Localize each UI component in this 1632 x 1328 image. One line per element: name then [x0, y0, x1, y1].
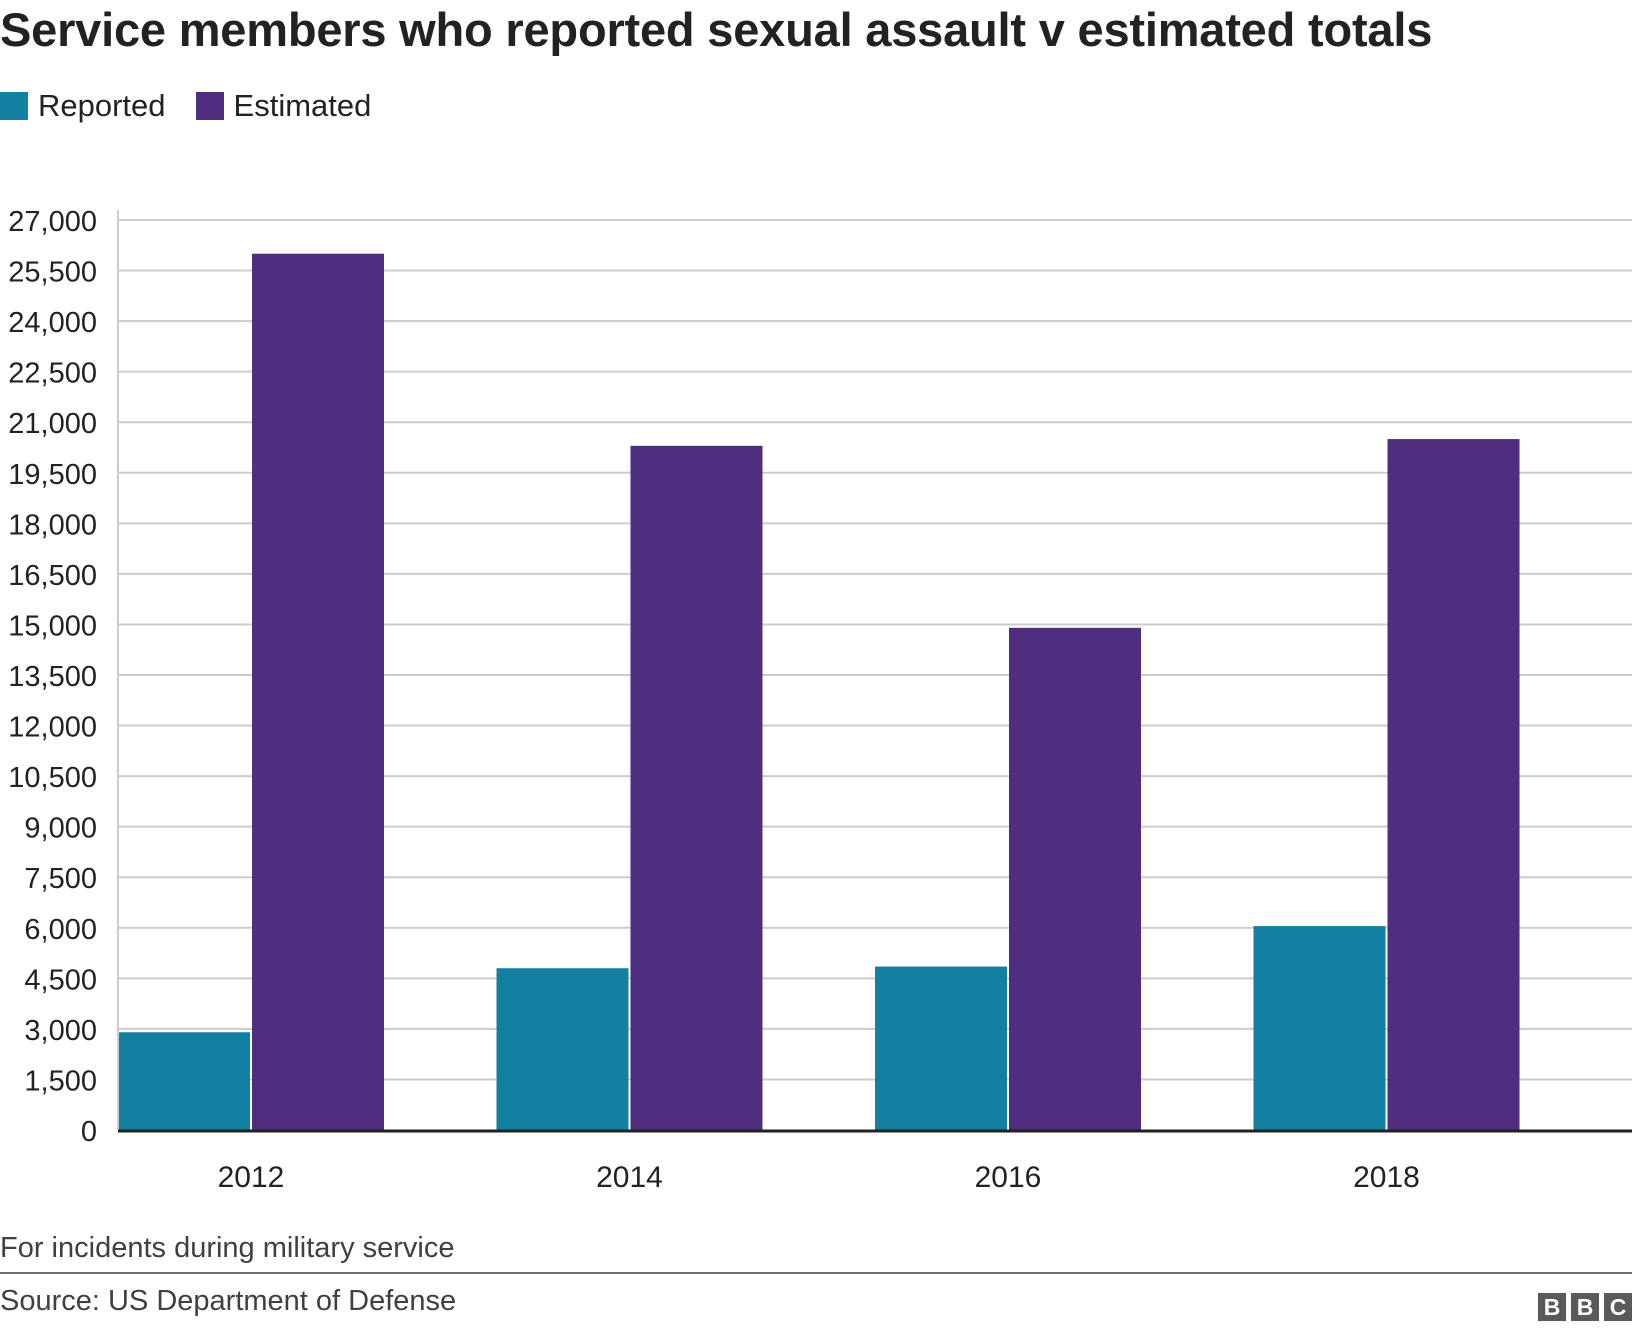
- legend-item-estimated: Estimated: [195, 88, 372, 124]
- legend-label-reported: Reported: [38, 88, 166, 123]
- y-tick-label: 19,500: [8, 459, 97, 491]
- y-axis-ticks: 0 1,500 3,000 4,500 6,000 7,500 9,000 10,500 12,…: [8, 206, 97, 1148]
- y-tick-label: 21,000: [8, 408, 97, 440]
- y-tick-label: 4,500: [24, 964, 97, 996]
- y-tick-label: 9,000: [24, 813, 97, 845]
- bar-reported-2014: [496, 968, 629, 1130]
- x-tick-label: 2018: [1353, 1161, 1420, 1190]
- chart-title: Service members who reported sexual assa…: [0, 3, 1433, 56]
- y-tick-label: 10,500: [8, 762, 97, 794]
- chart-legend: Reported Estimated: [0, 88, 401, 124]
- footer-divider: [0, 1272, 1632, 1274]
- bbc-logo: B B C: [1533, 1293, 1632, 1321]
- bar-estimated-2014: [630, 445, 763, 1130]
- logo-letter-c: C: [1604, 1293, 1632, 1321]
- x-tick-label: 2014: [596, 1161, 663, 1190]
- y-tick-label: 15,000: [8, 610, 97, 642]
- y-tick-label: 1,500: [24, 1065, 97, 1097]
- y-tick-label: 13,500: [8, 661, 97, 693]
- bar-estimated-2018: [1387, 439, 1520, 1130]
- y-tick-label: 27,000: [8, 206, 97, 238]
- bars: [118, 253, 1520, 1130]
- bar-estimated-2012: [252, 253, 384, 1130]
- y-tick-label: 12,000: [8, 712, 97, 744]
- y-tick-label: 3,000: [24, 1015, 97, 1047]
- x-axis-ticks: 2012 2014 2016 2018: [218, 1161, 1420, 1190]
- logo-letter-b2: B: [1571, 1293, 1599, 1321]
- y-tick-label: 22,500: [8, 358, 97, 390]
- legend-item-reported: Reported: [0, 88, 166, 124]
- legend-swatch-reported: [0, 92, 28, 120]
- y-tick-label: 7,500: [24, 863, 97, 895]
- x-tick-label: 2012: [218, 1161, 285, 1190]
- legend-swatch-estimated: [195, 92, 224, 120]
- y-tick-label: 0: [81, 1116, 97, 1148]
- bar-chart: 0 1,500 3,000 4,500 6,000 7,500 9,000 10,500 12,…: [8, 206, 1632, 1190]
- bar-reported-2018: [1253, 926, 1386, 1130]
- logo-letter-b1: B: [1538, 1293, 1566, 1321]
- source-text: Source: US Department of Defense: [0, 1285, 457, 1317]
- legend-label-estimated: Estimated: [233, 88, 372, 123]
- bar-reported-2012: [118, 1032, 250, 1130]
- bar-estimated-2016: [1009, 627, 1141, 1130]
- bar-reported-2016: [875, 966, 1007, 1130]
- y-tick-label: 24,000: [8, 307, 97, 339]
- y-tick-label: 25,500: [8, 257, 97, 289]
- y-tick-label: 16,500: [8, 560, 97, 592]
- chart-note: For incidents during military service: [0, 1232, 455, 1264]
- x-tick-label: 2016: [975, 1161, 1042, 1190]
- y-tick-label: 6,000: [24, 914, 97, 946]
- y-tick-label: 18,000: [8, 509, 97, 541]
